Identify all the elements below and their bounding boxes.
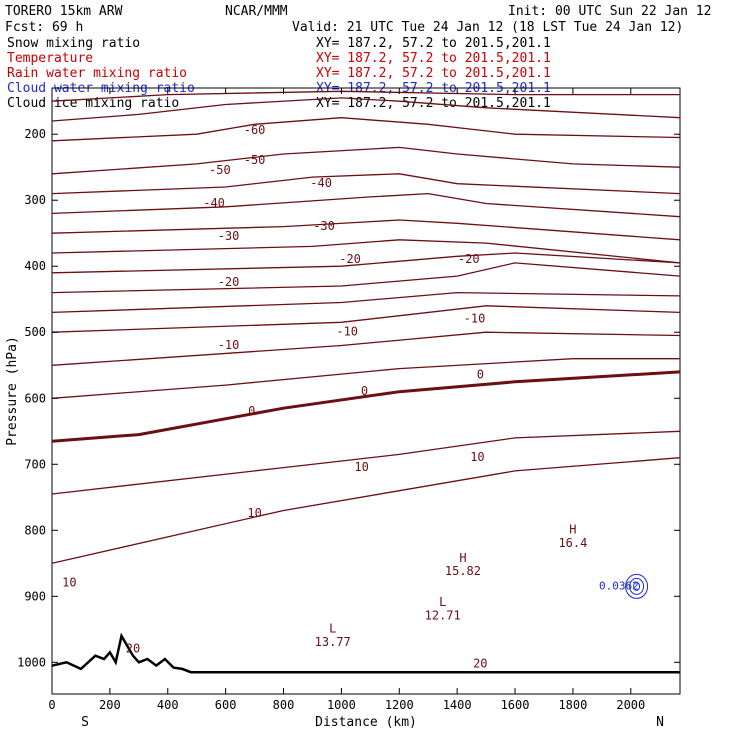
- contour-annotation-9: -20: [218, 275, 240, 289]
- legend-label-1: Temperature: [7, 51, 93, 66]
- center-label: NCAR/MMM: [225, 4, 288, 19]
- contour-annotation-16: 10: [470, 450, 484, 464]
- contour-annotation-23: 15.82: [445, 564, 481, 578]
- contour-annotation-24: H: [569, 523, 576, 537]
- contour-annotation-28: L: [329, 622, 336, 636]
- x-tick-label-1200: 1200: [385, 698, 414, 712]
- contour-annotation-8: -20: [339, 252, 361, 266]
- contour-annotation-2: -50: [209, 163, 231, 177]
- legend-xy-0: XY= 187.2, 57.2 to 201.5,201.1: [316, 36, 551, 51]
- contour-annotation-25: 16.4: [558, 536, 587, 550]
- isotherm-line-m30: [52, 239, 680, 264]
- valid-time-label: Valid: 21 UTC Tue 24 Jan 12 (18 LST Tue …: [292, 20, 683, 35]
- y-axis-title: Pressure (hPa): [5, 336, 20, 446]
- contour-annotation-6: -30: [218, 229, 240, 243]
- isotherm-line-15: [52, 457, 680, 564]
- contour-annotation-15: 0: [248, 404, 255, 418]
- contour-annotation-29: 13.77: [315, 635, 351, 649]
- y-tick-label-200: 200: [24, 127, 46, 141]
- y-tick-label-800: 800: [24, 523, 46, 537]
- contour-annotation-18: 10: [247, 506, 261, 520]
- contour-annotation-4: -40: [203, 196, 225, 210]
- x-tick-label-1400: 1400: [443, 698, 472, 712]
- isotherm-line-m25: [52, 252, 680, 274]
- contour-annotation-19: 20: [473, 657, 487, 671]
- isotherm-line-5: [52, 358, 680, 399]
- isotherm-line-m50: [52, 146, 680, 175]
- y-tick-label-600: 600: [24, 391, 46, 405]
- isotherm-line-m10: [52, 305, 680, 333]
- y-tick-label-500: 500: [24, 325, 46, 339]
- y-tick-label-400: 400: [24, 259, 46, 273]
- cloud-water-contour-mid: [629, 577, 645, 595]
- contour-annotation-26: L: [439, 595, 446, 609]
- legend-label-0: Snow mixing ratio: [7, 36, 140, 51]
- x-tick-label-1800: 1800: [558, 698, 587, 712]
- isotherm-line-m65: [52, 97, 680, 122]
- legend-xy-2: XY= 187.2, 57.2 to 201.5,201.1: [316, 66, 551, 81]
- isotherm-line-m20: [52, 262, 680, 294]
- legend-label-2: Rain water mixing ratio: [7, 66, 187, 81]
- isotherm-line-m5: [52, 331, 680, 366]
- isotherm-line-m60: [52, 117, 680, 142]
- legend-xy-1: XY= 187.2, 57.2 to 201.5,201.1: [316, 51, 551, 66]
- legend-label-4: Cloud ice mixing ratio: [7, 96, 179, 111]
- x-tick-label-400: 400: [157, 698, 179, 712]
- x-tick-label-200: 200: [99, 698, 121, 712]
- x-tick-label-2000: 2000: [616, 698, 645, 712]
- x-tick-label-1600: 1600: [501, 698, 530, 712]
- contour-annotation-5: -30: [313, 219, 335, 233]
- isotherm-line-m45: [52, 173, 680, 195]
- isotherm-line-m35: [52, 219, 680, 241]
- isotherm-line-m15: [52, 291, 680, 314]
- contour-annotation-10: -10: [464, 311, 486, 325]
- cloud-water-value-label: 0.0362: [599, 580, 639, 593]
- model-label: TORERO 15km ARW: [5, 4, 123, 19]
- y-tick-label-900: 900: [24, 589, 46, 603]
- contour-annotation-11: -10: [336, 325, 358, 339]
- isotherm-line-m40: [52, 192, 680, 218]
- y-tick-label-300: 300: [24, 193, 46, 207]
- south-endpoint-label: S: [81, 715, 89, 730]
- y-tick-label-1000: 1000: [17, 655, 46, 669]
- contour-annotation-21: 10: [62, 575, 76, 589]
- contour-annotation-3: -40: [310, 176, 332, 190]
- contour-annotation-1: -50: [244, 153, 266, 167]
- y-tick-label-700: 700: [24, 457, 46, 471]
- x-tick-label-800: 800: [273, 698, 295, 712]
- contour-annotation-17: 10: [354, 460, 368, 474]
- isotherm-line-10: [52, 430, 680, 495]
- north-endpoint-label: N: [656, 715, 664, 730]
- contour-annotation-13: 0: [477, 367, 484, 381]
- x-tick-label-0: 0: [48, 698, 55, 712]
- cloud-water-contour-outer: [625, 573, 649, 599]
- isotherm-line-0: [52, 370, 680, 443]
- forecast-hour-label: Fcst: 69 h: [5, 20, 83, 35]
- x-tick-label-600: 600: [215, 698, 237, 712]
- contour-annotation-12: -10: [218, 338, 240, 352]
- x-tick-label-1000: 1000: [327, 698, 356, 712]
- contour-annotation-20: 20: [126, 641, 140, 655]
- contour-annotation-14: 0: [361, 384, 368, 398]
- contour-annotation-0: -60: [244, 123, 266, 137]
- contour-annotation-22: H: [459, 551, 466, 565]
- cloud-water-contour-inner: [633, 581, 641, 591]
- terrain-ground-line: [52, 632, 680, 674]
- x-axis-title: Distance (km): [315, 715, 417, 730]
- plot-frame: [51, 87, 681, 695]
- contour-annotation-27: 12.71: [425, 608, 461, 622]
- init-label: Init: 00 UTC Sun 22 Jan 12: [508, 4, 712, 19]
- contour-annotation-7: -20: [458, 252, 480, 266]
